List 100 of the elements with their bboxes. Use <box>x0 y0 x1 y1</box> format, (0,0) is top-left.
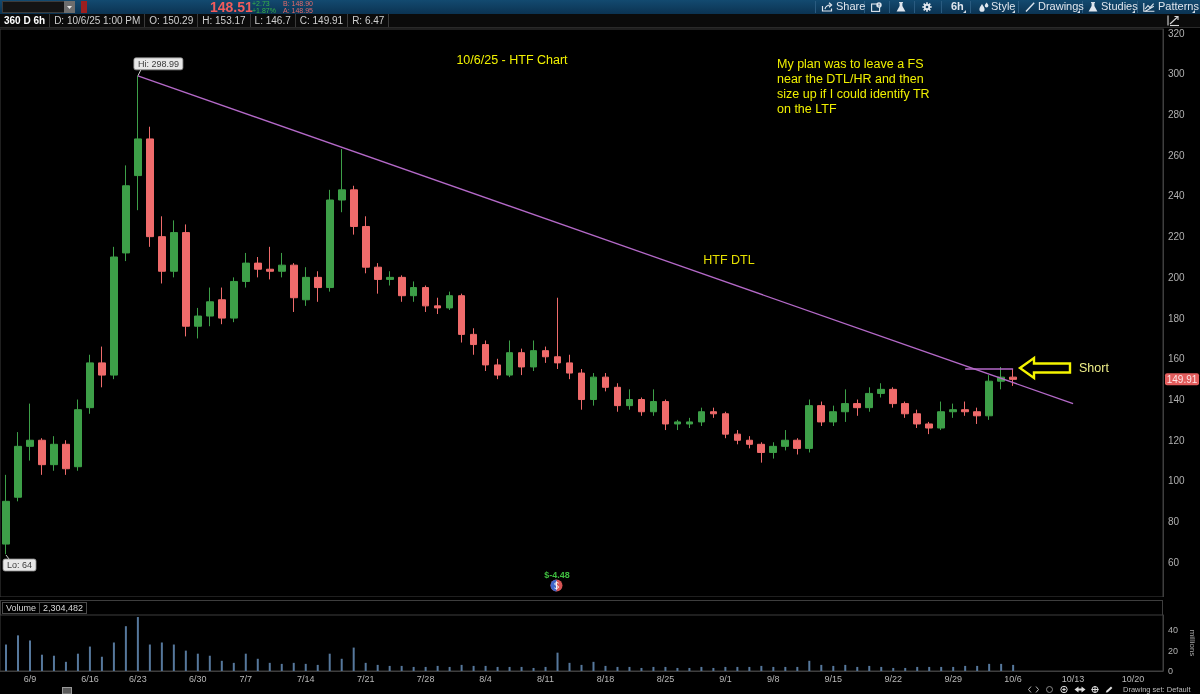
x-tick-label: 9/22 <box>884 673 902 684</box>
bar <box>316 664 319 671</box>
bar <box>748 666 751 671</box>
x-tick-label: 10/20 <box>1121 673 1145 684</box>
bar <box>76 653 79 671</box>
y-tick-label: 200 <box>1168 271 1186 283</box>
candlestick <box>757 441 765 464</box>
candlestick <box>734 429 741 445</box>
bar <box>196 653 199 671</box>
bar <box>100 656 103 671</box>
candlestick <box>410 280 417 303</box>
bar <box>244 653 247 671</box>
bar <box>592 661 595 671</box>
bar <box>352 647 355 671</box>
bar <box>784 666 787 671</box>
bar <box>148 644 151 671</box>
bar <box>760 665 763 671</box>
candlestick <box>242 252 250 289</box>
candlestick <box>50 435 58 472</box>
candlestick <box>949 403 957 419</box>
bar <box>1012 664 1015 671</box>
y-tick-label: 260 <box>1168 149 1186 161</box>
bar <box>124 626 127 671</box>
candlestick <box>482 339 489 372</box>
candlestick <box>434 297 441 315</box>
bar <box>964 665 967 671</box>
bar <box>280 663 283 671</box>
candlestick <box>817 401 825 427</box>
candlestick <box>470 327 477 356</box>
bar <box>844 664 847 671</box>
y-tick-label: 240 <box>1168 190 1186 202</box>
candlestick <box>985 374 993 421</box>
bar <box>40 654 43 671</box>
bar <box>700 666 703 671</box>
x-tick-label: 6/30 <box>189 673 207 684</box>
bar <box>808 660 811 671</box>
candlestick <box>14 431 22 502</box>
x-tick-label: 9/8 <box>767 673 780 684</box>
x-tick-label: 6/9 <box>23 673 37 684</box>
candlestick <box>266 246 274 280</box>
candlestick <box>458 293 465 344</box>
y-tick-label: 220 <box>1168 231 1186 243</box>
text: 2,304,482 <box>40 602 88 614</box>
y-tick-label: 320 <box>1168 27 1186 39</box>
annotation: $-4.48 <box>544 570 570 580</box>
candlestick <box>98 346 106 388</box>
candlestick <box>913 409 921 429</box>
bar <box>832 665 835 671</box>
x-tick-label: 9/1 <box>719 673 732 684</box>
candlestick <box>1009 368 1017 387</box>
bar <box>736 666 739 671</box>
candlestick <box>937 401 945 431</box>
annotation: HTF DTL <box>703 253 755 267</box>
candlestick <box>62 439 70 476</box>
annotation: Lo: 64 <box>7 560 33 570</box>
x-tick-label: 7/14 <box>296 673 315 684</box>
x-tick-label: 7/21 <box>356 673 375 684</box>
bar <box>436 665 439 671</box>
x-tick-label: 6/16 <box>81 673 99 684</box>
candlestick <box>398 274 406 303</box>
bar <box>820 664 823 671</box>
bar <box>628 666 631 671</box>
bar <box>568 662 571 671</box>
y-tick-label: 140 <box>1168 394 1186 406</box>
candlestick <box>158 215 166 284</box>
candlestick <box>853 399 861 417</box>
bar <box>376 664 379 671</box>
candlestick <box>829 405 837 427</box>
candlestick <box>710 407 717 419</box>
x-tick-label: 9/15 <box>824 673 843 684</box>
candlestick <box>26 403 34 462</box>
bar <box>976 665 979 671</box>
y-tick-label: 280 <box>1168 109 1186 121</box>
bar <box>880 666 883 671</box>
text: Share <box>836 0 866 13</box>
text: 6h <box>951 0 964 13</box>
candlestick <box>590 372 597 407</box>
bar <box>604 665 607 671</box>
bar <box>472 665 475 671</box>
candlestick <box>746 435 753 449</box>
bar <box>796 666 799 671</box>
candlestick <box>362 215 370 274</box>
candlestick <box>793 437 801 455</box>
candlestick <box>494 358 501 380</box>
bar <box>364 662 367 671</box>
candlestick <box>38 437 46 476</box>
candlestick <box>638 396 645 417</box>
candlestick <box>86 354 94 415</box>
annotation: Short <box>1079 361 1110 375</box>
candlestick <box>314 270 322 303</box>
candlestick <box>122 164 130 262</box>
candlestick <box>614 382 621 413</box>
text: L: 146.7 <box>250 14 296 27</box>
candlestick <box>74 399 82 472</box>
text: D: 10/6/25 1:00 PM <box>50 14 146 27</box>
bar <box>160 642 163 671</box>
bar <box>556 652 559 671</box>
candlestick <box>877 382 885 398</box>
candlestick <box>961 401 969 417</box>
bar <box>940 666 943 671</box>
